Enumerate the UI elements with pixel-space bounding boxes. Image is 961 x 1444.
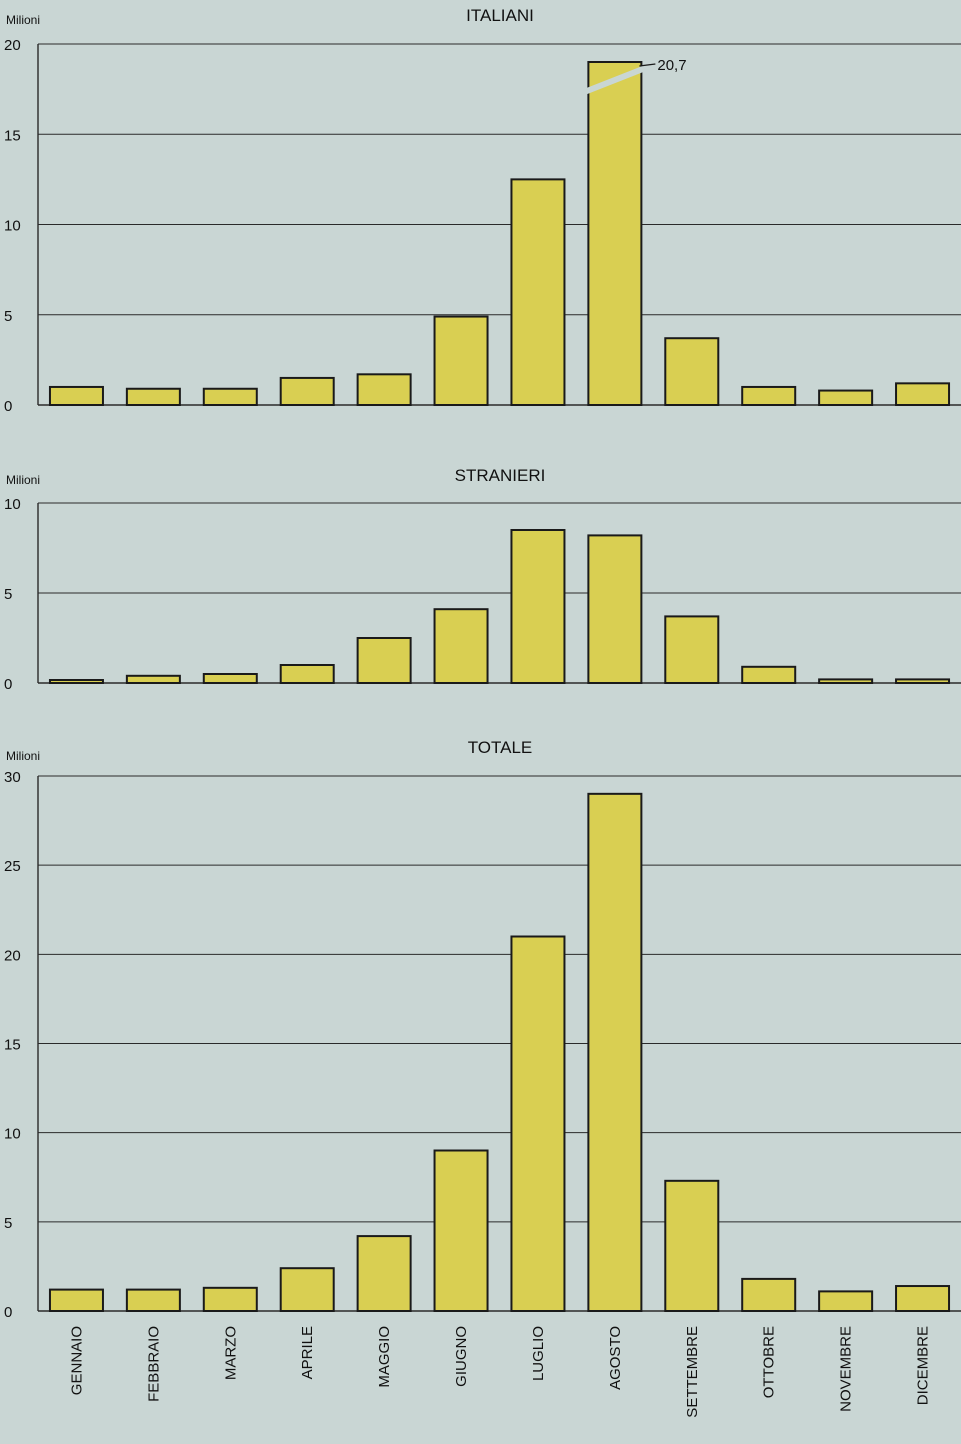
bar-aprile	[279, 1267, 335, 1312]
bar-aprile	[279, 376, 335, 406]
x-tick-label-dicembre: DICEMBRE	[915, 1326, 932, 1405]
bar-febbraio	[125, 674, 181, 684]
x-tick-label-maggio: MAGGIO	[376, 1326, 393, 1388]
y-tick-label: 10	[4, 496, 21, 513]
y-tick-label: 30	[4, 769, 21, 786]
y-tick-label: 20	[4, 947, 21, 964]
bar-marzo	[202, 673, 258, 684]
bar-ottobre	[741, 385, 797, 407]
y-tick-label: 5	[4, 1215, 12, 1232]
bar-maggio	[356, 637, 412, 684]
chart-title: STRANIERI	[455, 466, 546, 485]
bar-novembre	[818, 389, 874, 406]
bar-novembre	[818, 678, 874, 685]
x-tick-label-agosto: AGOSTO	[607, 1326, 624, 1390]
bar-maggio	[356, 373, 412, 407]
x-tick-label-ottobre: OTTOBRE	[761, 1326, 778, 1398]
bar-giugno	[433, 608, 489, 685]
x-tick-label-marzo: MARZO	[222, 1326, 239, 1380]
annotation-label: 20,7	[657, 57, 686, 74]
bar-aprile	[279, 664, 335, 684]
bar-ottobre	[741, 1277, 797, 1313]
bar-settembre	[664, 1179, 720, 1312]
bar-settembre	[664, 615, 720, 685]
bar-dicembre	[895, 382, 951, 406]
x-tick-label-febbraio: FEBBRAIO	[145, 1326, 162, 1402]
annotation-leader	[639, 63, 656, 67]
bar-gennaio	[48, 385, 104, 407]
bar-febbraio	[125, 1288, 181, 1312]
y-tick-label: 0	[4, 398, 12, 415]
y-tick-label: 10	[4, 1126, 21, 1143]
bar-novembre	[818, 1290, 874, 1312]
bar-febbraio	[125, 387, 181, 407]
bar-agosto	[587, 61, 643, 406]
x-tick-label-aprile: APRILE	[299, 1326, 316, 1379]
bar-luglio	[510, 935, 566, 1312]
bar-luglio	[510, 178, 566, 406]
bar-giugno	[433, 1149, 489, 1312]
bar-dicembre	[895, 678, 951, 685]
y-axis-label: Milioni	[6, 13, 40, 27]
x-tick-label-novembre: NOVEMBRE	[838, 1326, 855, 1412]
y-tick-label: 10	[4, 218, 21, 235]
y-axis-label: Milioni	[6, 749, 40, 763]
x-tick-label-gennaio: GENNAIO	[68, 1326, 85, 1395]
y-tick-label: 15	[4, 1037, 21, 1054]
y-tick-label: 5	[4, 586, 12, 603]
y-tick-label: 5	[4, 308, 12, 325]
chart-title: TOTALE	[468, 738, 533, 757]
bar-giugno	[433, 315, 489, 406]
bar-gennaio	[48, 1288, 104, 1312]
chart-panel-stranieri: STRANIERI Milioni 0 5 10	[4, 466, 961, 693]
axis-break-mark	[583, 65, 647, 95]
y-tick-label: 0	[4, 676, 12, 693]
bar-maggio	[356, 1235, 412, 1312]
x-tick-label-luglio: LUGLIO	[530, 1326, 547, 1381]
bar-gennaio	[48, 679, 104, 684]
bar-marzo	[202, 1286, 258, 1312]
bar-agosto	[587, 534, 643, 685]
x-tick-label-settembre: SETTEMBRE	[684, 1326, 701, 1418]
bar-ottobre	[741, 665, 797, 684]
x-tick-label-giugno: GIUGNO	[453, 1326, 470, 1387]
bar-luglio	[510, 529, 566, 684]
bar-settembre	[664, 337, 720, 406]
y-tick-label: 15	[4, 127, 21, 144]
y-tick-label: 25	[4, 858, 21, 875]
y-axis-label: Milioni	[6, 473, 40, 487]
y-tick-label: 20	[4, 37, 21, 54]
y-tick-label: 0	[4, 1304, 12, 1321]
chart-title: ITALIANI	[466, 6, 534, 25]
bar-dicembre	[895, 1285, 951, 1312]
bar-marzo	[202, 387, 258, 407]
chart-panel-italiani: ITALIANI Milioni 0 5 10 15 20 20,7	[4, 6, 961, 415]
bar-agosto	[587, 792, 643, 1312]
chart-panel-totale: TOTALE Milioni 0 5 10 15 20 25 30	[4, 738, 961, 1321]
